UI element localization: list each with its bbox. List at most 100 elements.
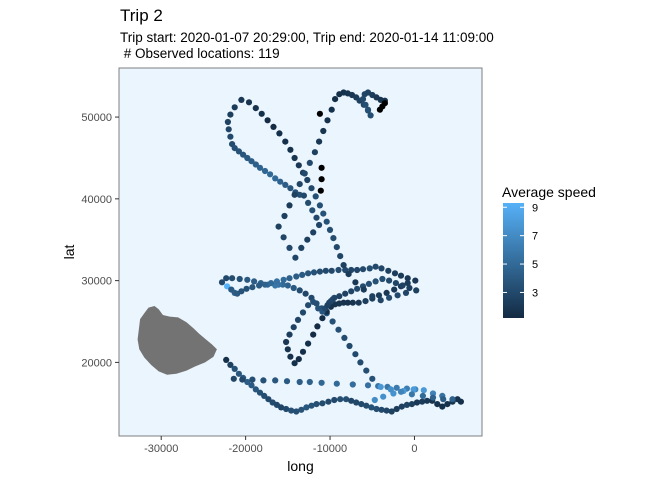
data-point bbox=[352, 351, 359, 358]
data-point bbox=[369, 293, 376, 300]
data-point bbox=[282, 181, 289, 188]
data-point bbox=[355, 299, 362, 306]
data-point bbox=[290, 284, 297, 292]
plot-panel-border bbox=[118, 67, 483, 437]
data-point bbox=[315, 305, 322, 312]
data-point bbox=[248, 382, 255, 389]
data-point bbox=[342, 290, 349, 297]
data-point bbox=[278, 404, 285, 411]
data-point bbox=[223, 275, 230, 282]
data-point bbox=[413, 287, 420, 294]
data-point bbox=[267, 171, 274, 178]
data-point bbox=[364, 382, 372, 389]
data-point bbox=[310, 298, 317, 305]
data-point bbox=[286, 275, 293, 282]
data-point bbox=[363, 402, 370, 409]
data-point bbox=[316, 138, 323, 145]
data-point bbox=[309, 207, 316, 214]
data-point bbox=[238, 288, 245, 295]
data-point bbox=[287, 146, 294, 153]
data-point bbox=[444, 401, 451, 408]
data-point bbox=[313, 214, 320, 221]
data-point bbox=[298, 406, 305, 413]
data-point bbox=[273, 278, 280, 285]
data-point bbox=[341, 334, 348, 341]
data-point bbox=[367, 112, 374, 119]
data-point bbox=[256, 389, 264, 396]
y-axis: 20000 30000 40000 50000 bbox=[81, 112, 119, 369]
data-point bbox=[358, 401, 365, 408]
data-point bbox=[229, 275, 236, 282]
data-point bbox=[317, 187, 324, 194]
data-point bbox=[275, 223, 282, 230]
data-point bbox=[224, 283, 231, 290]
data-point bbox=[245, 99, 253, 106]
data-point bbox=[394, 292, 401, 299]
data-point bbox=[429, 394, 437, 401]
data-point bbox=[280, 234, 287, 241]
data-point bbox=[310, 229, 317, 236]
data-point bbox=[323, 218, 330, 225]
data-point bbox=[293, 273, 300, 280]
data-point bbox=[300, 192, 307, 199]
data-point bbox=[372, 263, 379, 270]
data-point bbox=[383, 289, 390, 296]
data-point bbox=[231, 104, 238, 111]
data-point bbox=[261, 281, 269, 288]
data-point bbox=[256, 282, 263, 289]
data-point bbox=[357, 359, 364, 366]
data-point bbox=[224, 118, 231, 126]
data-point bbox=[318, 379, 325, 386]
legend-tick-label: 5 bbox=[532, 259, 538, 271]
data-point bbox=[316, 202, 323, 209]
data-point bbox=[236, 275, 243, 283]
data-point bbox=[305, 340, 312, 347]
y-tick-label: 40000 bbox=[81, 194, 112, 206]
data-point bbox=[311, 149, 318, 156]
data-point bbox=[354, 285, 361, 292]
data-point bbox=[369, 375, 376, 382]
data-point bbox=[434, 401, 441, 408]
data-point bbox=[331, 396, 338, 404]
data-point bbox=[283, 338, 290, 346]
data-point bbox=[368, 404, 375, 411]
data-point bbox=[283, 378, 291, 385]
x-tick-label: -20000 bbox=[228, 443, 262, 455]
data-point bbox=[379, 275, 386, 283]
points-layer bbox=[218, 89, 464, 415]
data-point bbox=[227, 133, 234, 140]
legend-tick-label: 9 bbox=[532, 202, 538, 214]
data-point bbox=[295, 162, 302, 169]
data-point bbox=[258, 110, 265, 117]
data-point bbox=[291, 360, 298, 367]
data-point bbox=[378, 406, 385, 413]
data-point bbox=[349, 381, 356, 388]
data-point bbox=[296, 378, 303, 386]
data-point bbox=[272, 377, 279, 384]
data-point bbox=[393, 384, 400, 391]
data-point bbox=[296, 287, 303, 294]
data-point bbox=[244, 154, 251, 162]
data-point bbox=[231, 365, 238, 372]
data-point bbox=[252, 161, 259, 168]
data-point bbox=[284, 346, 291, 353]
data-point bbox=[399, 282, 406, 289]
data-point bbox=[286, 244, 293, 251]
data-point bbox=[362, 101, 369, 108]
data-point bbox=[304, 176, 311, 184]
data-point bbox=[346, 342, 353, 350]
data-point bbox=[287, 185, 294, 192]
data-point bbox=[380, 393, 387, 400]
data-point bbox=[330, 235, 337, 242]
x-axis: -30000 -20000 -10000 0 bbox=[144, 436, 418, 455]
data-point bbox=[235, 148, 242, 155]
data-point bbox=[333, 380, 340, 387]
data-point bbox=[362, 298, 369, 305]
data-point bbox=[348, 397, 355, 404]
data-point bbox=[283, 405, 290, 413]
data-point bbox=[391, 286, 398, 293]
data-point bbox=[320, 210, 327, 217]
data-point bbox=[310, 331, 317, 338]
data-point bbox=[397, 388, 405, 395]
